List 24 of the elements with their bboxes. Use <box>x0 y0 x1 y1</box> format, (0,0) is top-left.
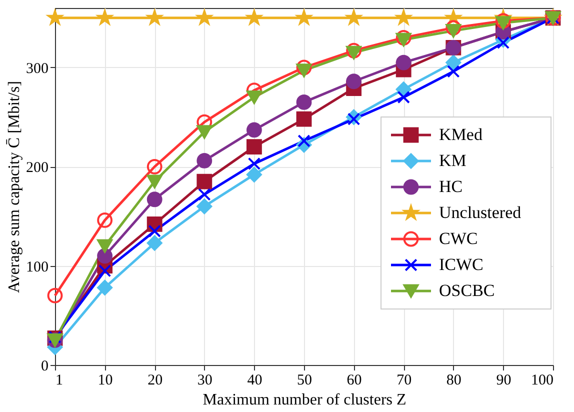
x-tick-label: 90 <box>496 372 512 388</box>
legend-label: ICWC <box>439 255 484 274</box>
legend-label: OSCBC <box>439 281 495 300</box>
legend-label: Unclustered <box>439 203 522 222</box>
x-axis-title: Maximum number of clusters Z <box>202 392 406 408</box>
x-tick-label: 40 <box>247 372 262 388</box>
y-axis-title: Average sum capacity C̄ [Mbit/s] <box>6 80 23 294</box>
legend-label: CWC <box>439 229 478 248</box>
y-tick-label: 300 <box>26 61 48 77</box>
x-tick-label: 50 <box>297 372 312 388</box>
y-tick-label: 100 <box>26 259 48 276</box>
x-tick-label: 20 <box>148 372 163 388</box>
legend-label: KMed <box>439 125 483 144</box>
x-tick-label: 70 <box>396 372 412 388</box>
x-tick-label: 100 <box>531 372 554 388</box>
x-tick-label: 10 <box>98 372 113 388</box>
x-tick-label: 30 <box>197 372 212 388</box>
x-tick-label: 60 <box>346 372 362 388</box>
y-tick-label: 200 <box>26 160 48 176</box>
legend-label: HC <box>439 177 463 196</box>
y-tick-label: 0 <box>41 358 48 374</box>
x-tick-label: 1 <box>56 372 63 388</box>
x-tick-label: 80 <box>446 372 462 388</box>
legend-label: KM <box>439 151 466 170</box>
